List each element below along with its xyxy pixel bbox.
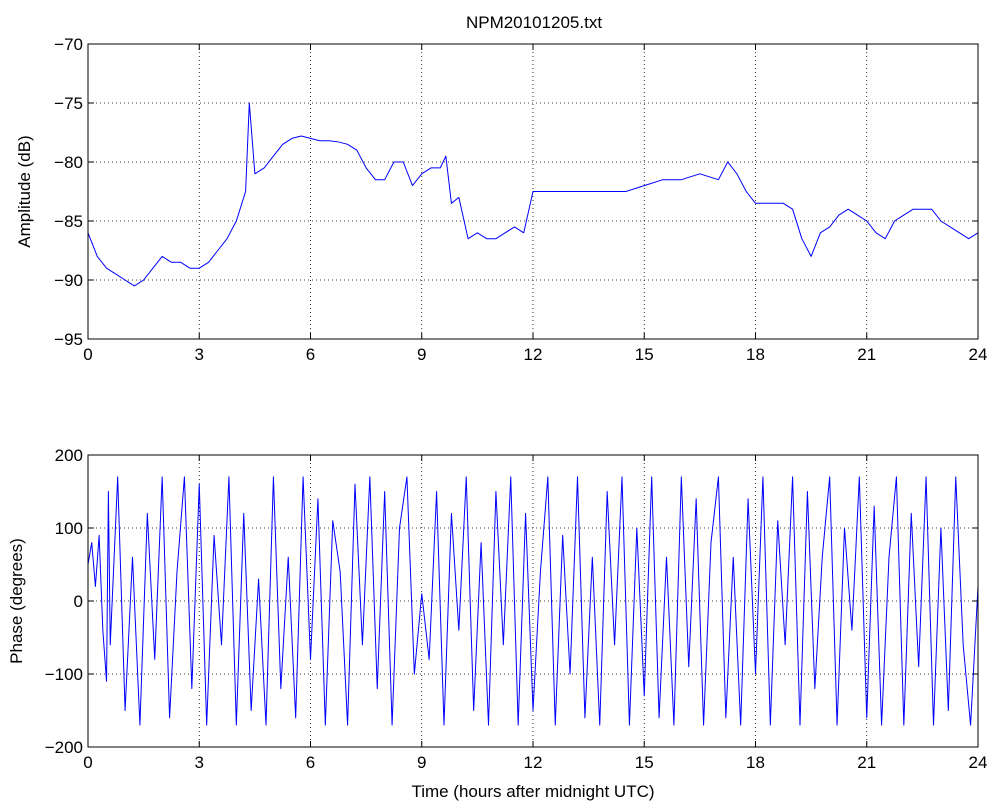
amplitude-xtick-label-7: 21 — [857, 345, 876, 364]
phase-xtick-label-8: 24 — [969, 753, 988, 772]
amplitude-xtick-label-6: 18 — [746, 345, 765, 364]
amplitude-ytick-label-0: −70 — [54, 35, 83, 54]
phase-ytick-label-0: 200 — [55, 446, 83, 465]
amplitude-ytick-label-4: −90 — [54, 271, 83, 290]
phase-xtick-label-4: 12 — [524, 753, 543, 772]
phase-xtick-label-1: 3 — [195, 753, 204, 772]
amplitude-ytick-label-2: −80 — [54, 153, 83, 172]
phase-xtick-label-6: 18 — [746, 753, 765, 772]
amplitude-ylabel: Amplitude (dB) — [15, 135, 34, 247]
amplitude-ytick-label-1: −75 — [54, 94, 83, 113]
phase-series-line-0 — [87, 476, 979, 726]
phase-xtick-label-3: 9 — [417, 753, 426, 772]
amplitude-xtick-label-1: 3 — [195, 345, 204, 364]
amplitude-xtick-label-4: 12 — [524, 345, 543, 364]
phase-xtick-label-7: 21 — [857, 753, 876, 772]
phase-xtick-label-2: 6 — [306, 753, 315, 772]
amplitude-xtick-label-8: 24 — [969, 345, 988, 364]
amplitude-series-line-0 — [87, 102, 979, 287]
phase-xtick-label-0: 0 — [83, 753, 92, 772]
amplitude-ytick-label-5: −95 — [54, 330, 83, 349]
phase-ytick-label-2: 0 — [74, 592, 83, 611]
phase-ytick-label-1: 100 — [55, 519, 83, 538]
phase-ylabel: Phase (degrees) — [7, 538, 26, 664]
amplitude-xtick-label-2: 6 — [306, 345, 315, 364]
amplitude-xtick-label-0: 0 — [83, 345, 92, 364]
amplitude-ytick-label-3: −85 — [54, 212, 83, 231]
phase-ytick-label-4: −200 — [45, 738, 83, 757]
phase-ytick-label-3: −100 — [45, 665, 83, 684]
amplitude-xtick-label-5: 15 — [635, 345, 654, 364]
phase-plot: 0 3 6 9 12 15 18 21 24 200 100 0 −100 −200 Phase (degr… — [7, 446, 987, 801]
amplitude-xtick-label-3: 9 — [417, 345, 426, 364]
phase-xlabel: Time (hours after midnight UTC) — [411, 782, 654, 801]
amplitude-plot: 0 3 6 9 12 15 18 21 24 −70 −75 −80 −85 −90 −95 Amplitud… — [15, 35, 987, 364]
chart-title: NPM20101205.txt — [466, 13, 602, 32]
phase-xtick-label-5: 15 — [635, 753, 654, 772]
